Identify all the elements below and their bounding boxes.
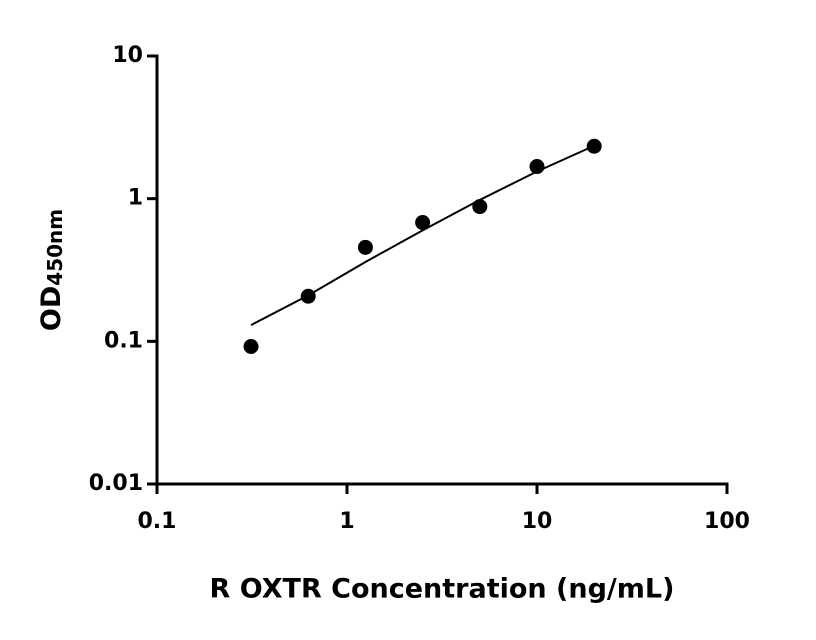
x-tick-label: 10 bbox=[522, 509, 553, 534]
x-tick-label: 1 bbox=[339, 509, 354, 534]
x-tick-label: 100 bbox=[704, 509, 750, 534]
data-point bbox=[357, 239, 373, 255]
y-tick-label: 10 bbox=[112, 43, 143, 68]
y-axis-label: OD450nm bbox=[36, 209, 67, 331]
x-tick-label: 0.1 bbox=[138, 509, 177, 534]
fit-curve bbox=[250, 144, 595, 326]
y-tick-label: 0.1 bbox=[104, 328, 143, 353]
data-point bbox=[415, 215, 431, 231]
data-point bbox=[472, 199, 488, 215]
x-axis-label: R OXTR Concentration (ng/mL) bbox=[210, 574, 675, 605]
y-tick-label: 1 bbox=[128, 186, 143, 211]
data-point bbox=[243, 338, 259, 354]
y-label-sub: 450nm bbox=[43, 209, 67, 286]
y-label-main: OD bbox=[36, 286, 67, 331]
y-tick-label: 0.01 bbox=[89, 471, 143, 496]
